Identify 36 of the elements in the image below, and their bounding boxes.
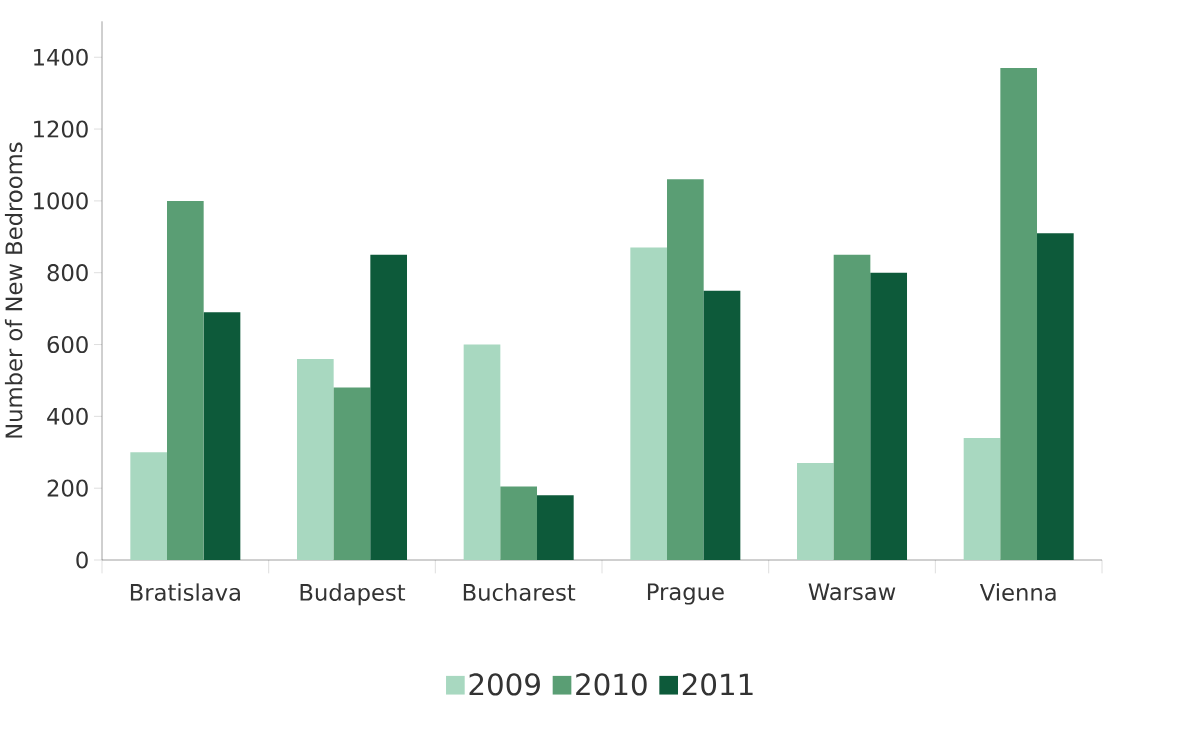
y-tick-label: 0 bbox=[76, 551, 88, 569]
legend-label: 2009 bbox=[469, 673, 540, 696]
bar bbox=[130, 452, 167, 560]
y-tick-label: 400 bbox=[47, 407, 88, 425]
bar bbox=[500, 486, 538, 560]
bar bbox=[333, 387, 371, 560]
bar bbox=[833, 254, 871, 560]
bar bbox=[870, 272, 908, 560]
y-tick-label: 800 bbox=[47, 264, 88, 282]
bar bbox=[630, 247, 668, 560]
y-tick-label: 200 bbox=[47, 479, 88, 497]
bar bbox=[1000, 68, 1038, 560]
bar bbox=[370, 254, 408, 560]
y-tick-label: 1400 bbox=[34, 48, 88, 66]
bar bbox=[463, 344, 501, 560]
x-tick-label: Warsaw bbox=[808, 583, 896, 601]
bar bbox=[703, 290, 741, 560]
x-tick-label: Bucharest bbox=[463, 583, 576, 601]
bar bbox=[963, 437, 1001, 560]
y-tick-label: 1200 bbox=[34, 120, 88, 138]
legend-label: 2011 bbox=[682, 673, 753, 696]
bar bbox=[667, 179, 704, 560]
bar bbox=[297, 358, 334, 560]
bar bbox=[797, 463, 834, 560]
x-tick-label: Budapest bbox=[300, 583, 406, 606]
x-tick-label: Prague bbox=[647, 583, 724, 605]
bar bbox=[1037, 233, 1074, 560]
legend-label: 2010 bbox=[576, 673, 647, 696]
y-tick-label: 600 bbox=[47, 335, 88, 354]
bar bbox=[167, 200, 204, 560]
y-tick-label: 1000 bbox=[34, 192, 88, 210]
bar bbox=[203, 312, 241, 560]
x-tick-label: Bratislava bbox=[130, 583, 240, 601]
y-axis-title: Number of New Bedrooms bbox=[4, 142, 23, 438]
x-tick-label: Vienna bbox=[979, 583, 1056, 601]
bar bbox=[537, 495, 574, 560]
